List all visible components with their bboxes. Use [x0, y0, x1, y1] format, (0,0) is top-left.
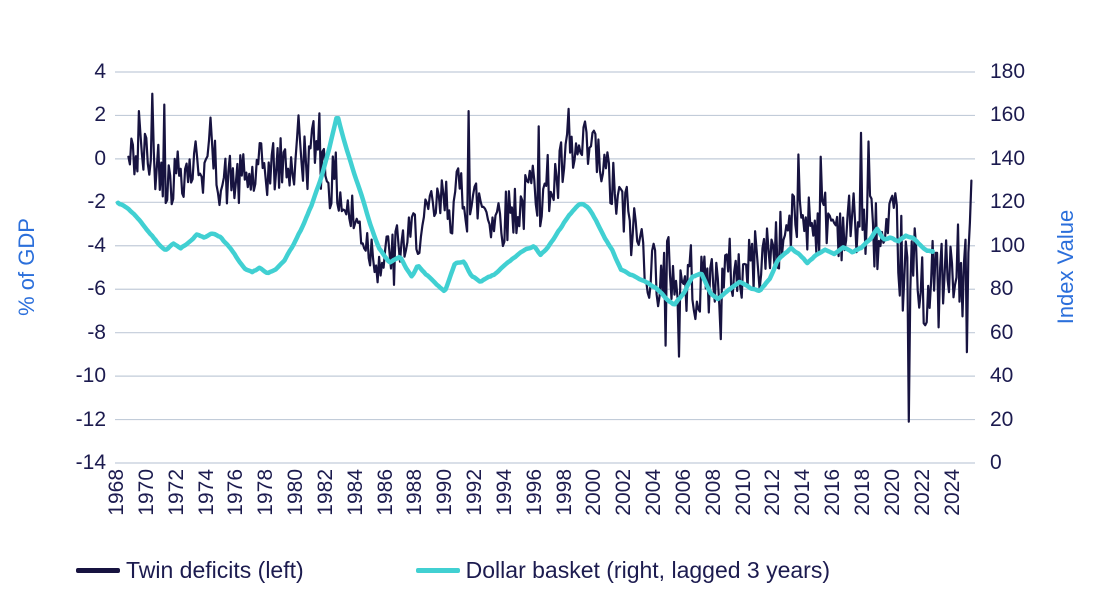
x-axis-tick: 1984 [343, 469, 367, 516]
x-axis-tick: 1994 [492, 469, 516, 516]
twin-deficits-line-swatch [76, 567, 120, 573]
x-axis-tick: 1988 [403, 469, 427, 516]
x-axis-tick: 1990 [433, 469, 457, 516]
x-axis-tick: 1972 [164, 469, 188, 516]
x-axis-tick: 2004 [642, 469, 666, 516]
right-axis-title: Index Value [1053, 209, 1078, 325]
x-axis-tick: 2018 [851, 469, 874, 516]
x-axis-tick: 1974 [194, 469, 218, 516]
left-axis-tick: -6 [87, 277, 106, 301]
x-axis-tick: 1976 [224, 469, 248, 516]
right-axis-tick: 180 [990, 60, 1026, 83]
x-axis-tick: 1996 [522, 469, 546, 516]
x-axis-tick: 1992 [463, 469, 487, 516]
right-axis-tick: 160 [990, 103, 1026, 127]
right-axis-tick: 40 [990, 364, 1014, 388]
x-axis-tick: 1980 [284, 469, 308, 516]
legend: Twin deficits (left) Dollar basket (righ… [76, 552, 830, 588]
x-axis-tick: 1978 [254, 469, 278, 516]
legend-item-twin-deficits: Twin deficits (left) [76, 557, 304, 584]
x-axis-tick: 1986 [373, 469, 397, 516]
x-axis-tick: 2010 [731, 469, 755, 516]
left-axis-tick: -4 [87, 233, 106, 257]
x-axis-tick: 2008 [701, 469, 725, 516]
x-axis-tick: 1982 [313, 469, 337, 516]
left-axis-tick: -14 [75, 451, 106, 474]
x-axis-tick: 2024 [940, 469, 964, 516]
x-axis-tick: 1998 [552, 469, 576, 516]
twin-deficits-series [127, 92, 973, 423]
right-axis-tick: 80 [990, 277, 1014, 301]
left-axis-tick: -8 [87, 320, 106, 344]
legend-label-dollar-basket: Dollar basket (right, lagged 3 years) [465, 556, 830, 583]
legend-label-twin-deficits: Twin deficits (left) [126, 556, 304, 583]
x-axis-tick: 2000 [582, 469, 606, 516]
x-axis-tick: 1970 [134, 469, 158, 516]
dollar-basket-line-swatch [415, 567, 460, 573]
left-axis-tick: -2 [87, 190, 106, 214]
x-axis-tick: 2002 [612, 469, 636, 516]
x-axis-tick: 2016 [821, 469, 845, 516]
left-axis-tick: 4 [94, 60, 106, 83]
left-axis-tick: 0 [94, 146, 106, 170]
left-axis-title: % of GDP [14, 218, 39, 316]
legend-item-dollar-basket: Dollar basket (right, lagged 3 years) [415, 556, 830, 584]
x-axis-tick: 2006 [671, 469, 695, 516]
x-axis-tick: 1968 [105, 469, 128, 516]
right-axis-tick: 20 [990, 407, 1014, 431]
right-axis-tick: 140 [990, 146, 1026, 170]
left-axis-tick: -10 [75, 364, 106, 388]
left-axis-tick: 2 [94, 103, 106, 127]
x-axis-tick: 2022 [910, 469, 934, 516]
twin-deficits-line [127, 92, 973, 423]
dollar-basket-series [115, 115, 935, 307]
dollar-basket-line [115, 115, 935, 307]
right-axis-tick: 120 [990, 190, 1026, 214]
x-axis-tick: 2014 [791, 469, 815, 516]
right-axis-tick: 60 [990, 320, 1014, 344]
x-axis-tick: 2012 [761, 469, 785, 516]
right-axis-tick: 0 [990, 451, 1002, 474]
right-axis-tick: 100 [990, 233, 1026, 257]
left-axis-tick: -12 [75, 407, 106, 431]
x-axis-tick: 2020 [880, 469, 904, 516]
